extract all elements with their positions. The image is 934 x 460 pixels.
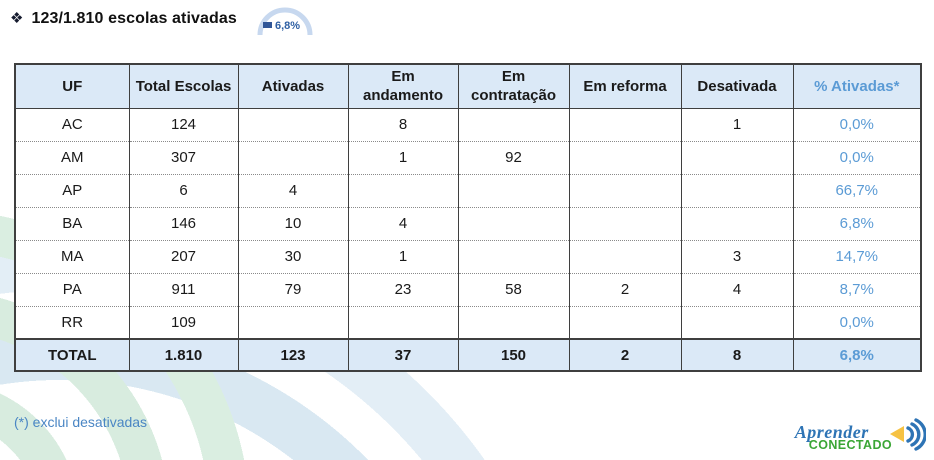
table-cell: 4 (680, 272, 793, 306)
gauge-value: 6,8% (275, 20, 300, 32)
schools-table: UF Total Escolas Ativadas Em andamento E… (14, 63, 922, 372)
column-header-total-escolas: Total Escolas (128, 64, 238, 109)
table-cell (680, 173, 793, 207)
table-cell: 1 (347, 140, 458, 174)
page-title: 123/1.810 escolas ativadas (31, 10, 237, 27)
table-cell: 307 (128, 140, 238, 174)
table-cell (680, 305, 793, 339)
wifi-icon (890, 418, 926, 451)
total-cell: 2 (568, 338, 681, 371)
table-cell (680, 206, 793, 240)
total-cell: 8 (680, 338, 793, 371)
table-row-ba: BA 146 10 4 6,8% (15, 206, 921, 240)
table-cell: 4 (237, 173, 348, 207)
table-row-rr: RR 109 0,0% (15, 305, 921, 339)
logo-line2: CONECTADO (808, 438, 892, 452)
footnote: (*) exclui desativadas (14, 414, 148, 430)
table-cell (457, 108, 569, 141)
table-cell: AM (15, 140, 129, 174)
column-header-em-reforma: Em reforma (568, 64, 681, 109)
schools-table-wrapper: UF Total Escolas Ativadas Em andamento E… (14, 63, 922, 372)
column-header-uf: UF (15, 64, 129, 109)
table-cell: PA (15, 272, 129, 306)
diamond-bullet-icon: ❖ (10, 10, 24, 27)
table-cell: 109 (128, 305, 238, 339)
table-cell: 8 (347, 108, 458, 141)
table-cell (237, 305, 348, 339)
table-cell-pct: 0,0% (792, 140, 921, 174)
table-cell (568, 239, 681, 273)
table-cell: BA (15, 206, 129, 240)
table-cell: AP (15, 173, 129, 207)
table-body: AC 124 8 1 0,0% AM 307 1 92 0,0% AP (15, 108, 921, 339)
table-row-ma: MA 207 30 1 3 14,7% (15, 239, 921, 273)
table-row-ap: AP 6 4 66,7% (15, 173, 921, 207)
table-cell-pct: 14,7% (792, 239, 921, 273)
table-cell: 124 (128, 108, 238, 141)
table-footer: TOTAL 1.810 123 37 150 2 8 6,8% (15, 338, 921, 371)
total-cell-pct: 6,8% (792, 338, 921, 371)
table-cell: 4 (347, 206, 458, 240)
table-cell (237, 108, 348, 141)
table-cell: AC (15, 108, 129, 141)
table-cell-pct: 8,7% (792, 272, 921, 306)
table-cell: 58 (457, 272, 569, 306)
table-cell: 1 (347, 239, 458, 273)
table-cell (347, 173, 458, 207)
gauge-marker-icon (262, 22, 272, 28)
table-cell (568, 305, 681, 339)
header-row: UF Total Escolas Ativadas Em andamento E… (15, 64, 921, 109)
table-cell: 10 (237, 206, 348, 240)
total-row: TOTAL 1.810 123 37 150 2 8 6,8% (15, 338, 921, 371)
total-cell: 37 (347, 338, 458, 371)
table-cell: MA (15, 239, 129, 273)
table-cell (568, 206, 681, 240)
table-row-am: AM 307 1 92 0,0% (15, 140, 921, 174)
table-cell (457, 206, 569, 240)
table-cell (680, 140, 793, 174)
table-cell: 92 (457, 140, 569, 174)
table-cell: 207 (128, 239, 238, 273)
table-cell (568, 108, 681, 141)
table-cell: 146 (128, 206, 238, 240)
table-cell: RR (15, 305, 129, 339)
table-cell-pct: 0,0% (792, 108, 921, 141)
table-cell (457, 239, 569, 273)
total-cell: 123 (237, 338, 348, 371)
table-cell (347, 305, 458, 339)
table-cell-pct: 6,8% (792, 206, 921, 240)
table-cell: 3 (680, 239, 793, 273)
gauge-arc-icon: 6,8% (257, 7, 313, 36)
table-cell: 6 (128, 173, 238, 207)
table-row-ac: AC 124 8 1 0,0% (15, 108, 921, 141)
column-header-desativada: Desativada (680, 64, 793, 109)
table-cell (457, 305, 569, 339)
logo-text: Aprender CONECTADO (794, 422, 892, 452)
column-header-em-contratacao: Em contratação (457, 64, 569, 109)
table-cell: 79 (237, 272, 348, 306)
table-cell: 1 (680, 108, 793, 141)
table-cell: 2 (568, 272, 681, 306)
column-header-ativadas: Ativadas (237, 64, 348, 109)
table-cell (237, 140, 348, 174)
logo-line1: Aprender (794, 422, 869, 442)
table-cell-pct: 66,7% (792, 173, 921, 207)
table-cell: 911 (128, 272, 238, 306)
table-cell (457, 173, 569, 207)
table-row-pa: PA 911 79 23 58 2 4 8,7% (15, 272, 921, 306)
table-header: UF Total Escolas Ativadas Em andamento E… (15, 64, 921, 109)
table-cell: 23 (347, 272, 458, 306)
column-header-pct-ativadas: % Ativadas* (792, 64, 921, 109)
total-cell: 150 (457, 338, 569, 371)
title-row: ❖ 123/1.810 escolas ativadas 6,8% (10, 7, 315, 38)
total-cell: TOTAL (15, 338, 129, 371)
table-cell: 30 (237, 239, 348, 273)
aprender-conectado-logo: Aprender CONECTADO (794, 418, 926, 452)
column-header-em-andamento: Em andamento (347, 64, 458, 109)
total-cell: 1.810 (128, 338, 238, 371)
table-cell (568, 140, 681, 174)
table-cell (568, 173, 681, 207)
table-cell-pct: 0,0% (792, 305, 921, 339)
